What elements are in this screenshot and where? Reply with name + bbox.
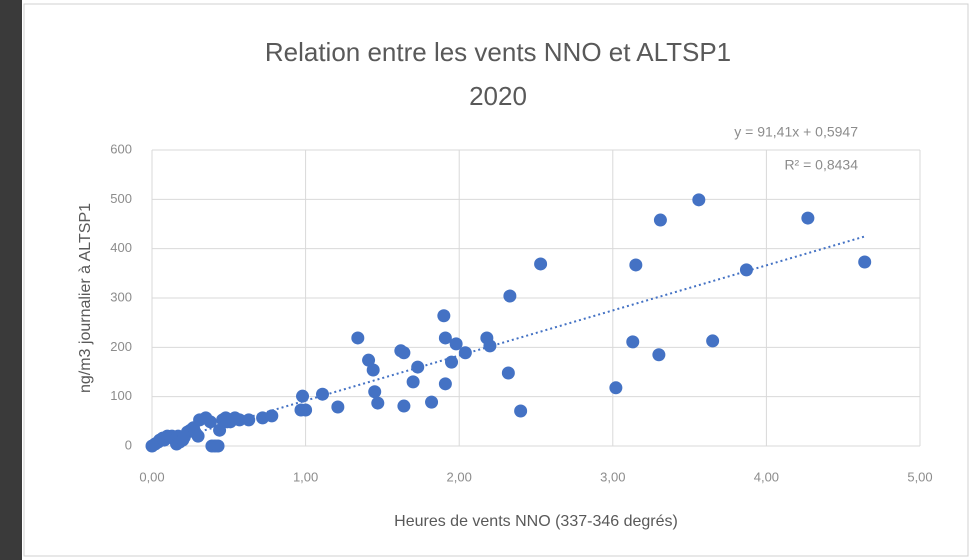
- point: [858, 255, 871, 268]
- y-tick-label: 0: [125, 437, 132, 452]
- page: {"chart_data": { "type": "scatter", "tit…: [0, 0, 971, 560]
- point: [439, 377, 452, 390]
- point: [652, 348, 665, 361]
- point: [296, 390, 309, 403]
- y-tick-label: 500: [110, 191, 132, 206]
- point: [397, 346, 410, 359]
- point: [445, 356, 458, 369]
- x-tick-label: 3,00: [600, 469, 625, 484]
- trendline-r2: R² = 0,8434: [784, 157, 858, 173]
- point: [368, 385, 381, 398]
- trendline-equation: y = 91,41x + 0,5947: [734, 124, 858, 140]
- point: [192, 430, 205, 443]
- point: [437, 309, 450, 322]
- y-tick-label: 200: [110, 339, 132, 354]
- point: [425, 396, 438, 409]
- point: [407, 375, 420, 388]
- point: [801, 212, 814, 225]
- point: [367, 364, 380, 377]
- chart: Relation entre les vents NNO et ALTSP1 2…: [0, 0, 971, 560]
- point: [503, 290, 516, 303]
- point: [242, 413, 255, 426]
- point: [265, 409, 278, 422]
- point: [514, 404, 527, 417]
- point: [740, 263, 753, 276]
- chart-subtitle: 2020: [469, 81, 527, 111]
- y-axis-label: ng/m3 journalier à ALTSP1: [77, 203, 94, 393]
- left-edge: [0, 0, 22, 560]
- y-tick-label: 300: [110, 289, 132, 304]
- y-tick-label: 600: [110, 141, 132, 156]
- point: [534, 257, 547, 270]
- point: [212, 440, 225, 453]
- point: [629, 258, 642, 271]
- point: [411, 361, 424, 374]
- point: [654, 214, 667, 227]
- point: [299, 403, 312, 416]
- point: [483, 339, 496, 352]
- point: [331, 401, 344, 414]
- chart-title: Relation entre les vents NNO et ALTSP1: [265, 37, 731, 67]
- point: [459, 346, 472, 359]
- point: [626, 335, 639, 348]
- point: [371, 397, 384, 410]
- x-axis-label: Heures de vents NNO (337-346 degrés): [394, 513, 678, 530]
- y-tick-label: 100: [110, 388, 132, 403]
- point: [316, 388, 329, 401]
- point: [609, 381, 622, 394]
- x-tick-label: 0,00: [139, 469, 164, 484]
- point: [351, 331, 364, 344]
- point: [692, 193, 705, 206]
- x-tick-label: 4,00: [754, 469, 779, 484]
- point: [397, 400, 410, 413]
- x-tick-label: 1,00: [293, 469, 318, 484]
- point: [502, 366, 515, 379]
- x-tick-label: 2,00: [447, 469, 472, 484]
- y-tick-label: 400: [110, 240, 132, 255]
- x-tick-label: 5,00: [907, 469, 932, 484]
- point: [706, 334, 719, 347]
